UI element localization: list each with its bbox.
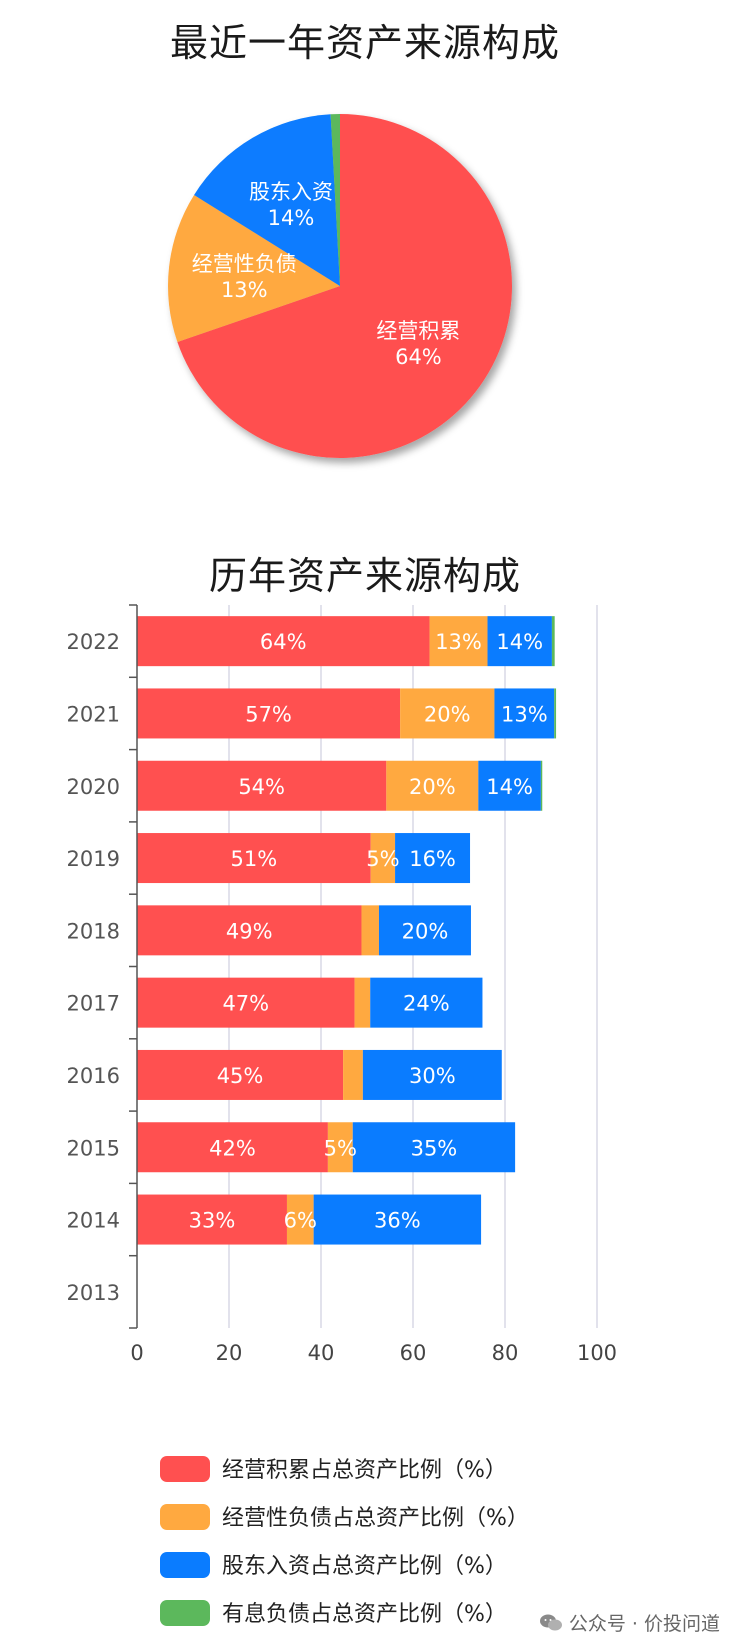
y-tick-label: 2021 xyxy=(67,702,120,726)
y-tick-label: 2016 xyxy=(67,1064,120,1088)
y-tick-label: 2017 xyxy=(67,992,120,1016)
bar-value-label: 36% xyxy=(374,1209,421,1233)
x-tick-label: 60 xyxy=(400,1341,427,1365)
legend-label: 经营性负债占总资产比例（%） xyxy=(222,1506,529,1531)
bar-value-label: 20% xyxy=(402,919,449,943)
pie-slice-value: 13% xyxy=(221,278,268,302)
bar-segment xyxy=(137,833,371,884)
bar-segment xyxy=(137,977,355,1028)
bar-segment xyxy=(487,616,552,667)
y-tick-label: 2014 xyxy=(67,1209,120,1233)
bar-value-label: 57% xyxy=(245,702,292,726)
y-tick-label: 2022 xyxy=(67,630,120,654)
bar-value-label: 64% xyxy=(260,630,307,654)
bar-segment xyxy=(429,616,488,667)
pie-slice xyxy=(330,114,340,286)
pie-slice xyxy=(168,194,340,343)
bar-value-label: 24% xyxy=(403,992,450,1016)
legend-label: 经营积累占总资产比例（%） xyxy=(222,1458,507,1483)
bar-value-label: 13% xyxy=(501,702,548,726)
bar-segment xyxy=(551,616,555,667)
bar-value-label: 6% xyxy=(284,1209,317,1233)
bar-value-label: 30% xyxy=(409,1064,456,1088)
x-tick-label: 20 xyxy=(216,1341,243,1365)
bar-value-label: 54% xyxy=(238,775,285,799)
bar-segment xyxy=(478,760,541,811)
bar-value-label: 14% xyxy=(486,775,533,799)
bar-segment xyxy=(137,688,401,739)
bar-segment xyxy=(327,1122,353,1173)
wechat-icon xyxy=(539,1614,562,1631)
bar-segment xyxy=(137,1049,344,1100)
bar-value-label: 51% xyxy=(230,847,277,871)
pie-chart-title: 最近一年资产来源构成 xyxy=(169,21,560,65)
bar-segment xyxy=(137,1194,287,1245)
bar-value-label: 20% xyxy=(424,702,471,726)
bar-value-label: 45% xyxy=(217,1064,264,1088)
bar-value-label: 5% xyxy=(324,1136,357,1160)
pie-slice-label: 经营积累 xyxy=(376,319,460,343)
y-tick-label: 2020 xyxy=(67,775,120,799)
bar-segment xyxy=(554,688,557,739)
x-tick-label: 100 xyxy=(577,1341,617,1365)
x-tick-label: 40 xyxy=(308,1341,335,1365)
y-tick-label: 2013 xyxy=(67,1281,120,1305)
pie-slice-label: 股东入资 xyxy=(249,180,333,204)
bar-segment xyxy=(286,1194,314,1245)
y-tick-label: 2019 xyxy=(67,847,120,871)
bar-segment xyxy=(137,905,362,956)
bar-segment xyxy=(137,1122,328,1173)
bar-segment xyxy=(494,688,555,739)
pie-slice xyxy=(177,114,513,458)
watermark-text: 公众号 · 价投问道 xyxy=(568,1613,720,1635)
legend-label: 有息负债占总资产比例（%） xyxy=(222,1602,507,1627)
bar-segment xyxy=(362,1049,502,1100)
bar-segment xyxy=(400,688,495,739)
pie-slice-value: 64% xyxy=(395,345,442,369)
legend-swatch xyxy=(160,1456,210,1482)
bar-segment xyxy=(378,905,471,956)
legend-swatch xyxy=(160,1552,210,1578)
bar-segment xyxy=(354,977,371,1028)
stacked-bar-chart: 0 20 40 60 80 100 2022 2021 2020 2019 2018 2017 2016… xyxy=(67,604,617,1365)
y-tick-label: 2015 xyxy=(67,1136,120,1160)
bar-segment xyxy=(370,833,396,884)
bar-segment xyxy=(361,905,379,956)
bar-value-label: 49% xyxy=(226,919,273,943)
bar-segment xyxy=(313,1194,482,1245)
legend-label: 股东入资占总资产比例（%） xyxy=(222,1554,507,1579)
bar-value-label: 16% xyxy=(409,847,456,871)
bar-value-label: 33% xyxy=(189,1209,236,1233)
pie-slice-label: 经营性负债 xyxy=(192,252,297,276)
bar-segment xyxy=(370,977,483,1028)
x-tick-label: 80 xyxy=(492,1341,519,1365)
bar-value-label: 5% xyxy=(366,847,399,871)
bar-segment xyxy=(137,760,387,811)
watermark: 公众号 · 价投问道 xyxy=(539,1609,720,1636)
bar-segment xyxy=(137,616,430,667)
bar-segment xyxy=(343,1049,363,1100)
bar-value-label: 13% xyxy=(435,630,482,654)
bar-segment xyxy=(540,760,543,811)
bar-value-label: 47% xyxy=(222,992,269,1016)
pie-slice xyxy=(194,114,340,286)
legend-swatch xyxy=(160,1600,210,1626)
bar-value-label: 42% xyxy=(209,1136,256,1160)
bar-segment xyxy=(386,760,479,811)
x-tick-label: 0 xyxy=(130,1341,143,1365)
bar-segment xyxy=(352,1122,516,1173)
bar-value-label: 14% xyxy=(496,630,543,654)
y-tick-label: 2018 xyxy=(67,919,120,943)
pie-slice-value: 14% xyxy=(268,206,315,230)
bar-chart-title: 历年资产来源构成 xyxy=(208,554,521,598)
bar-segment xyxy=(395,833,471,884)
bar-value-label: 20% xyxy=(409,775,456,799)
legend-swatch xyxy=(160,1504,210,1530)
bar-value-label: 35% xyxy=(411,1136,458,1160)
